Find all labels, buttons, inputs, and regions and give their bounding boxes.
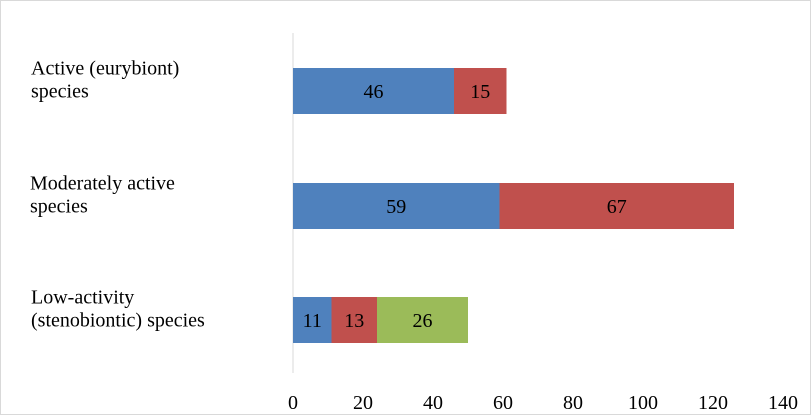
- bar-segment: [293, 68, 454, 114]
- bar-segment: [331, 297, 377, 343]
- data-label: 46: [364, 81, 384, 103]
- category-label: Low-activity: [31, 287, 134, 309]
- data-label: 26: [413, 310, 433, 332]
- bar-segment: [293, 297, 332, 343]
- x-tick-label: 120: [698, 392, 728, 414]
- category-label: (stenobiontic) species: [31, 310, 205, 332]
- x-tick-label: 80: [563, 392, 583, 414]
- x-tick-label: 40: [423, 392, 443, 414]
- category-label: species: [30, 196, 88, 218]
- bar-segment: [293, 183, 500, 229]
- bar-segment: [499, 183, 734, 229]
- bar-segment: [377, 297, 468, 343]
- x-tick-label: 100: [628, 392, 658, 414]
- category-label: species: [31, 81, 89, 103]
- data-label: 15: [470, 81, 490, 103]
- data-label: 13: [344, 310, 364, 332]
- category-label: Active (eurybiont): [31, 58, 179, 80]
- x-tick-label: 140: [768, 392, 798, 414]
- data-label: 59: [386, 196, 406, 218]
- bar-segment: [454, 68, 507, 114]
- x-tick-label: 20: [353, 392, 373, 414]
- data-label: 67: [607, 196, 627, 218]
- x-tick-label: 60: [493, 392, 513, 414]
- data-label: 11: [303, 310, 322, 332]
- x-tick-label: 0: [288, 392, 298, 414]
- category-label: Moderately active: [30, 173, 175, 195]
